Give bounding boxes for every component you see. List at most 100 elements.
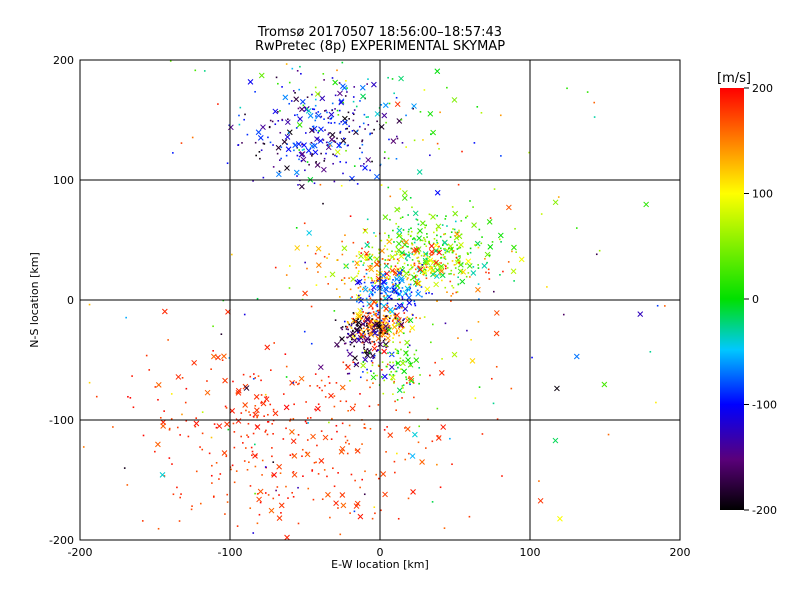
data-point-dot [381, 335, 383, 338]
data-point-dot [345, 128, 347, 130]
data-point-dot [412, 107, 414, 110]
data-point-dot [291, 491, 293, 494]
data-point-x [394, 312, 400, 319]
data-point-dot [351, 323, 353, 325]
data-point-dot [253, 373, 255, 375]
data-point-dot [376, 327, 378, 329]
data-point-x [398, 253, 405, 260]
data-point-dot [387, 340, 390, 343]
data-point-dot [441, 244, 444, 246]
data-point-dot [387, 295, 390, 297]
data-point-dot [391, 378, 393, 381]
data-point-dot [447, 262, 449, 265]
data-point-dot [350, 341, 353, 344]
data-point-dot [354, 449, 357, 451]
data-point-x [299, 106, 305, 113]
data-point-dot [446, 267, 449, 269]
data-point-dot [474, 397, 477, 399]
data-point-dot [404, 253, 407, 256]
data-point-x [254, 424, 261, 430]
data-point-dot [423, 89, 426, 91]
data-point-dot [391, 78, 394, 80]
data-point-dot [206, 380, 208, 382]
data-point-dot [363, 330, 366, 333]
data-point-dot [265, 429, 267, 432]
data-point-dot [371, 318, 373, 320]
data-point-dot [356, 130, 358, 133]
data-point-dot [392, 332, 395, 335]
data-point-dot [478, 386, 481, 388]
data-point-dot [444, 322, 447, 325]
data-point-dot [409, 287, 412, 290]
data-point-dot [344, 435, 347, 438]
data-point-dot [324, 110, 326, 112]
data-point-dot [376, 120, 378, 123]
data-point-dot [341, 279, 344, 281]
data-point-dot [403, 270, 405, 272]
data-point-dot [261, 459, 264, 462]
data-point-dot [339, 161, 342, 163]
data-point-dot [452, 286, 455, 289]
data-point-dot [310, 342, 313, 345]
data-point-x [193, 420, 200, 427]
data-point-dot [595, 253, 598, 256]
data-point-dot [238, 123, 241, 126]
data-point-dot [267, 413, 269, 416]
data-point-dot [218, 478, 220, 480]
data-point-x [191, 359, 198, 366]
data-point-dot [413, 353, 416, 356]
data-point-dot [269, 119, 272, 122]
data-point-dot [459, 255, 461, 257]
data-point-x [537, 497, 544, 504]
data-point-dot [340, 184, 343, 187]
data-point-dot [495, 365, 498, 368]
data-point-dot [263, 143, 266, 145]
data-point-dot [279, 159, 281, 161]
data-point-dot [348, 277, 350, 279]
data-point-dot [249, 414, 252, 416]
data-point-dot [481, 236, 483, 238]
data-point-dot [376, 300, 378, 303]
data-point-x [338, 99, 345, 106]
data-point-dot [288, 81, 291, 84]
data-point-x [451, 97, 458, 103]
data-point-dot [389, 287, 392, 290]
data-point-dot [400, 368, 402, 370]
data-point-dot [492, 402, 495, 405]
data-point-dot [415, 285, 417, 287]
data-point-dot [306, 161, 309, 163]
data-point-dot [220, 333, 223, 335]
data-point-dot [457, 337, 459, 339]
data-point-dot [384, 151, 386, 153]
data-point-x [328, 111, 335, 118]
data-point-dot [187, 435, 190, 438]
data-point-dot [425, 447, 427, 449]
data-point-dot [402, 229, 405, 231]
data-point-dot [450, 300, 452, 302]
data-point-dot [347, 322, 350, 324]
data-point-x [159, 472, 166, 478]
data-point-dot [431, 501, 434, 503]
data-point-dot [374, 314, 377, 316]
data-point-dot [371, 279, 373, 282]
data-point-x [401, 368, 408, 375]
data-point-dot [361, 341, 363, 344]
data-point-x [282, 94, 289, 101]
data-point-x [364, 335, 371, 342]
data-point-dot [373, 343, 376, 346]
data-point-dot [261, 474, 263, 476]
data-point-dot [377, 477, 380, 480]
data-point-dot [386, 345, 388, 347]
data-point-dot [373, 325, 375, 328]
data-point-dot [303, 222, 306, 225]
data-point-dot [272, 497, 275, 500]
data-point-dot [257, 414, 259, 417]
data-point-dot [374, 312, 376, 315]
data-point-dot [388, 317, 391, 320]
data-point-x [349, 405, 356, 412]
data-point-dot [413, 262, 416, 265]
data-point-dot [395, 332, 398, 335]
data-point-dot [388, 320, 391, 323]
data-point-dot [607, 433, 610, 436]
data-point-x [451, 351, 458, 358]
